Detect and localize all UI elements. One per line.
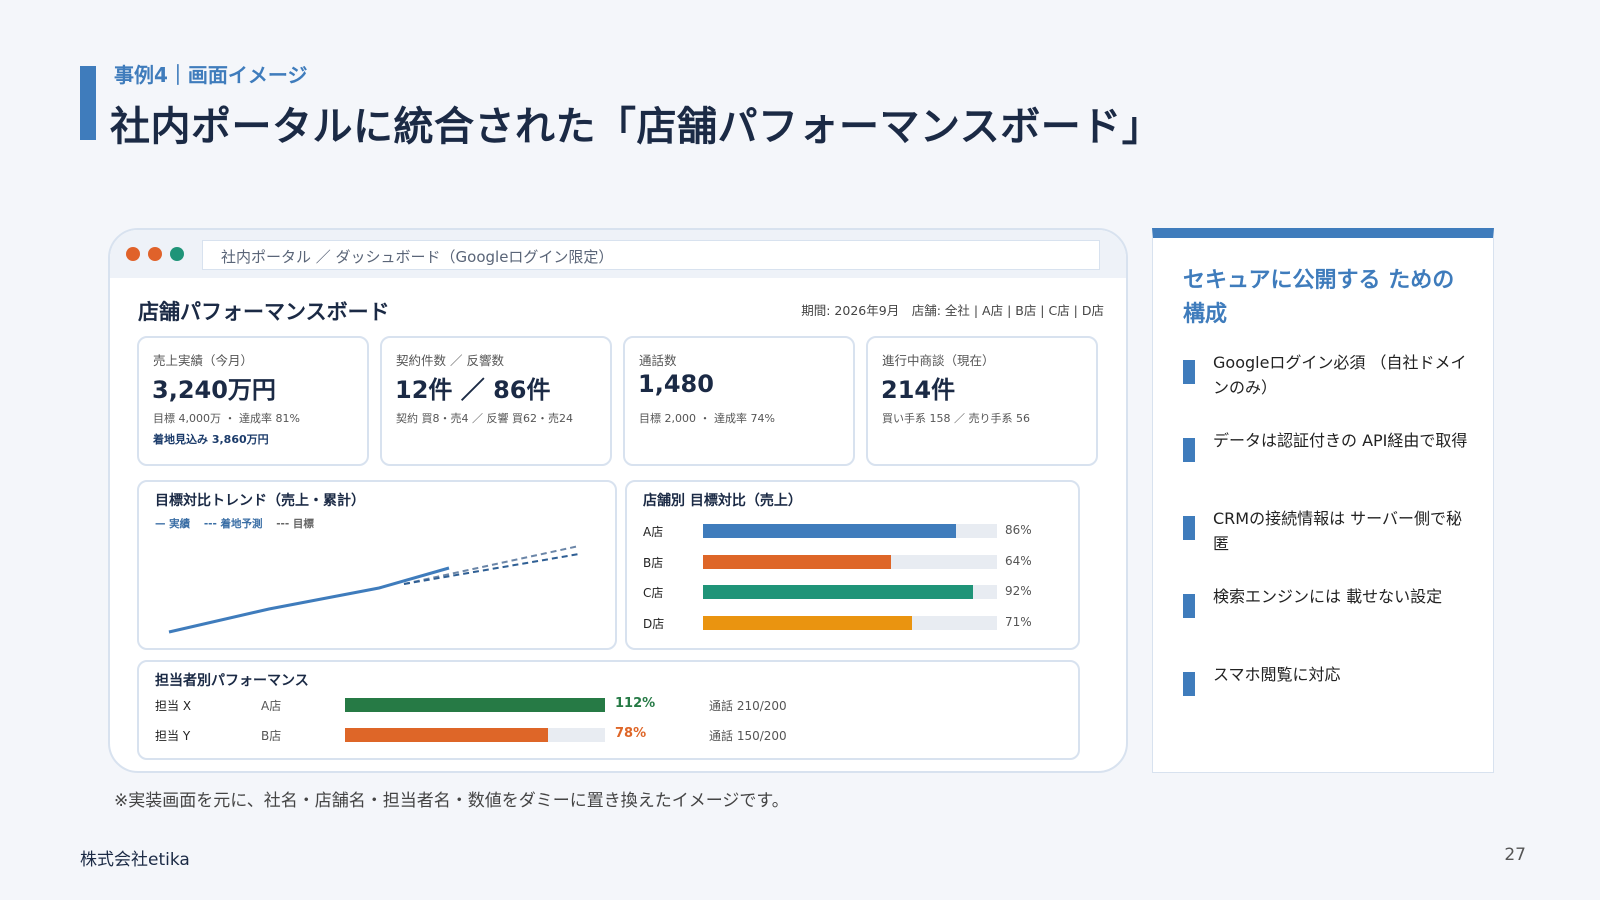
- person-row: 担当 Y B店 78% 通話 150/200: [155, 726, 1055, 744]
- people-panel-title: 担当者別パフォーマンス: [155, 673, 309, 689]
- window-minimize-dot[interactable]: [148, 247, 162, 261]
- slide-title: 社内ポータルに統合された「店舗パフォーマンスボード」: [110, 104, 1163, 150]
- person-pct: 112%: [615, 696, 656, 711]
- person-row: 担当 X A店 112% 通話 210/200: [155, 696, 1055, 714]
- kpi-value: 214件: [881, 376, 956, 404]
- store-bar: [703, 555, 892, 569]
- store-pct: 92%: [1005, 584, 1032, 598]
- store-row: D店 71%: [643, 614, 1063, 632]
- store-bar-track: [703, 524, 997, 538]
- kpi-card-calls: 通話数 1,480 目標 2,000 ・ 達成率 74%: [623, 336, 855, 466]
- store-name: C店: [643, 586, 664, 600]
- store-name: B店: [643, 556, 664, 570]
- kpi-label: 売上実績（今月）: [153, 353, 254, 368]
- store-pct: 64%: [1005, 554, 1032, 568]
- kpi-subtext: 買い手系 158 ／ 売り手系 56: [882, 412, 1030, 425]
- person-bar-track: [345, 728, 605, 742]
- security-item-text: スマホ閲覧に対応: [1213, 665, 1341, 684]
- store-pct: 86%: [1005, 523, 1032, 537]
- actual-line: [168, 566, 450, 634]
- browser-window: 社内ポータル ／ ダッシュボード（Googleログイン限定） 店舗パフォーマンス…: [108, 228, 1128, 773]
- browser-toolbar: 社内ポータル ／ ダッシュボード（Googleログイン限定）: [110, 230, 1126, 278]
- store-bar-track: [703, 585, 997, 599]
- kpi-label: 契約件数 ／ 反響数: [396, 353, 504, 368]
- legend-actual: — 実績: [155, 518, 191, 530]
- store-bar-track: [703, 555, 997, 569]
- store-bar: [703, 616, 912, 630]
- window-close-dot[interactable]: [126, 247, 140, 261]
- store-row: B店 64%: [643, 553, 1063, 571]
- store-name: A店: [643, 525, 664, 539]
- kpi-label: 通話数: [639, 353, 677, 368]
- people-panel: 担当者別パフォーマンス 担当 X A店 112% 通話 210/200 担当 Y…: [137, 660, 1080, 760]
- trend-title: 目標対比トレンド（売上・累計）: [155, 493, 365, 509]
- security-item-text: 検索エンジンには 載せない設定: [1213, 587, 1443, 606]
- person-bar-track: [345, 698, 605, 712]
- trend-legend: — 実績 --- 着地予測 --- 目標: [155, 516, 324, 531]
- person-calls: 通話 150/200: [709, 729, 787, 743]
- footnote: ※実装画面を元に、社名・店舗名・担当者名・数値をダミーに置き換えたイメージです。: [114, 791, 789, 811]
- store-bar: [703, 585, 974, 599]
- store-row: C店 92%: [643, 583, 1063, 601]
- address-bar[interactable]: 社内ポータル ／ ダッシュボード（Googleログイン限定）: [202, 240, 1100, 270]
- company-name: 株式会社etika: [80, 850, 190, 870]
- kpi-subtext: 契約 買8・売4 ／ 反響 買62・売24: [396, 412, 573, 425]
- store-bar-track: [703, 616, 997, 630]
- trend-panel: 目標対比トレンド（売上・累計） — 実績 --- 着地予測 --- 目標: [137, 480, 617, 650]
- kpi-card-sales: 売上実績（今月） 3,240万円 目標 4,000万 ・ 達成率 81% 着地見…: [137, 336, 369, 466]
- person-name: 担当 X: [155, 699, 192, 713]
- security-item-text: Googleログイン必須 （自社ドメインのみ）: [1213, 353, 1467, 397]
- period-filter[interactable]: 期間: 2026年9月 店舗: 全社 | A店 | B店 | C店 | D店: [801, 303, 1104, 318]
- security-panel: セキュアに公開する ための構成 Googleログイン必須 （自社ドメインのみ） …: [1152, 228, 1494, 773]
- kpi-forecast: 着地見込み 3,860万円: [153, 433, 269, 446]
- store-pct: 71%: [1005, 615, 1032, 629]
- kpi-value: 1,480: [638, 370, 714, 398]
- kpi-label: 進行中商談（現在）: [882, 353, 995, 368]
- page-number: 27: [1504, 845, 1526, 865]
- person-store: B店: [261, 729, 282, 743]
- security-item-text: CRMの接続情報は サーバー側で秘匿: [1213, 509, 1463, 553]
- kpi-subtext: 目標 2,000 ・ 達成率 74%: [639, 412, 775, 425]
- store-panel: 店舗別 目標対比（売上） A店 86% B店 64% C店 92% D店 71%: [625, 480, 1080, 650]
- person-bar: [345, 728, 548, 742]
- store-row: A店 86%: [643, 522, 1063, 540]
- dashboard-title: 店舗パフォーマンスボード: [138, 300, 390, 324]
- trend-chart: [168, 545, 580, 634]
- person-calls: 通話 210/200: [709, 699, 787, 713]
- person-bar: [345, 698, 605, 712]
- kpi-subtext: 目標 4,000万 ・ 達成率 81%: [153, 412, 300, 425]
- store-panel-title: 店舗別 目標対比（売上）: [643, 493, 802, 509]
- security-item-text: データは認証付きの API経由で取得: [1213, 431, 1468, 450]
- target-line: [403, 545, 580, 585]
- legend-forecast: --- 着地予測: [203, 518, 263, 530]
- legend-target: --- 目標: [276, 518, 314, 530]
- bullet-marker: [1183, 672, 1195, 696]
- person-store: A店: [261, 699, 282, 713]
- kpi-value: 12件 ／ 86件: [395, 376, 551, 404]
- bullet-marker: [1183, 438, 1195, 462]
- security-panel-title: セキュアに公開する ための構成: [1183, 268, 1455, 327]
- store-bar: [703, 524, 956, 538]
- person-pct: 78%: [615, 726, 647, 741]
- window-maximize-dot[interactable]: [170, 247, 184, 261]
- bullet-marker: [1183, 594, 1195, 618]
- bullet-marker: [1183, 516, 1195, 540]
- person-name: 担当 Y: [155, 729, 191, 743]
- slide-kicker: 事例4｜画面イメージ: [114, 63, 308, 87]
- kpi-card-contracts: 契約件数 ／ 反響数 12件 ／ 86件 契約 買8・売4 ／ 反響 買62・売…: [380, 336, 612, 466]
- kpi-card-deals: 進行中商談（現在） 214件 買い手系 158 ／ 売り手系 56: [866, 336, 1098, 466]
- bullet-marker: [1183, 360, 1195, 384]
- kpi-value: 3,240万円: [152, 376, 276, 404]
- store-name: D店: [643, 617, 665, 631]
- forecast-line: [403, 553, 580, 585]
- title-accent-bar: [80, 66, 96, 140]
